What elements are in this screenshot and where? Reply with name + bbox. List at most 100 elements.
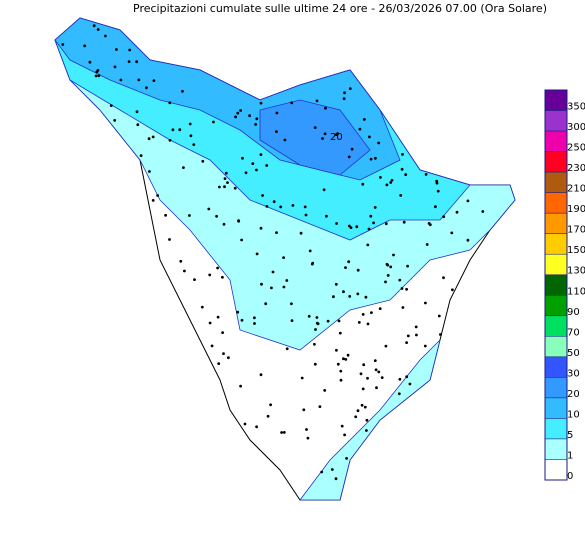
legend-label: 210 bbox=[567, 184, 585, 195]
station-dot bbox=[336, 362, 340, 366]
legend-label: 50 bbox=[567, 348, 580, 359]
station-dot bbox=[347, 155, 351, 159]
station-dot bbox=[97, 74, 101, 78]
station-dot bbox=[193, 278, 196, 281]
station-dot bbox=[303, 205, 307, 209]
station-dot bbox=[255, 252, 259, 256]
station-dot bbox=[208, 321, 212, 325]
station-dot bbox=[315, 99, 319, 103]
legend-swatch bbox=[544, 438, 568, 460]
station-dot bbox=[272, 200, 276, 204]
station-dot bbox=[218, 185, 221, 189]
station-dot bbox=[239, 384, 243, 388]
stations bbox=[61, 24, 485, 481]
station-dot bbox=[424, 301, 427, 305]
station-dot bbox=[240, 318, 244, 322]
station-dot bbox=[253, 316, 256, 320]
contour-label: 20 bbox=[330, 132, 343, 143]
station-dot bbox=[389, 265, 393, 269]
station-dot bbox=[305, 428, 308, 431]
legend-swatch bbox=[544, 274, 568, 296]
station-dot bbox=[145, 86, 148, 90]
station-dot bbox=[271, 270, 275, 274]
station-dot bbox=[109, 104, 113, 107]
legend-label: 90 bbox=[567, 307, 580, 318]
station-dot bbox=[236, 111, 240, 115]
legend-swatch bbox=[544, 397, 568, 419]
station-dot bbox=[92, 24, 96, 28]
station-dot bbox=[222, 352, 225, 355]
station-dot bbox=[365, 418, 369, 422]
station-dot bbox=[285, 347, 289, 351]
station-dot bbox=[94, 74, 98, 78]
legend-label: 10 bbox=[567, 409, 580, 420]
legend-label: 250 bbox=[567, 143, 585, 154]
station-dot bbox=[283, 138, 287, 142]
station-dot bbox=[338, 331, 342, 335]
station-dot bbox=[346, 353, 350, 357]
station-dot bbox=[357, 321, 361, 324]
station-dot bbox=[227, 356, 230, 360]
station-dot bbox=[339, 369, 343, 373]
station-dot bbox=[265, 164, 269, 167]
station-dot bbox=[221, 331, 225, 334]
station-dot bbox=[334, 477, 338, 481]
station-dot bbox=[270, 286, 273, 290]
station-dot bbox=[380, 376, 384, 379]
map: 20 bbox=[54, 17, 516, 501]
station-dot bbox=[275, 111, 279, 115]
station-dot bbox=[361, 182, 365, 186]
station-dot bbox=[374, 368, 378, 372]
station-dot bbox=[414, 325, 418, 329]
station-dot bbox=[436, 189, 440, 193]
station-dot bbox=[358, 127, 362, 131]
station-dot bbox=[306, 436, 310, 440]
legend-label: 0 bbox=[567, 471, 573, 482]
station-dot bbox=[266, 414, 270, 418]
station-dot bbox=[313, 342, 316, 346]
station-dot bbox=[425, 243, 429, 246]
station-dot bbox=[356, 409, 360, 413]
station-dot bbox=[275, 130, 278, 134]
station-dot bbox=[384, 344, 388, 348]
station-dot bbox=[377, 141, 381, 145]
legend-label: 70 bbox=[567, 327, 580, 338]
station-dot bbox=[136, 123, 140, 127]
station-dot bbox=[243, 422, 247, 426]
station-dot bbox=[212, 120, 215, 124]
station-dot bbox=[290, 302, 293, 306]
station-dot bbox=[207, 207, 211, 211]
station-dot bbox=[370, 311, 373, 314]
station-dot bbox=[330, 468, 334, 471]
station-dot bbox=[244, 171, 248, 175]
legend-swatch bbox=[544, 459, 568, 481]
station-dot bbox=[222, 222, 226, 226]
station-dot bbox=[135, 110, 139, 114]
station-dot bbox=[451, 288, 454, 292]
station-dot bbox=[367, 227, 371, 231]
station-dot bbox=[397, 392, 401, 396]
legend-label: 300 bbox=[567, 122, 585, 133]
station-dot bbox=[374, 156, 377, 160]
station-dot bbox=[335, 348, 338, 352]
station-dot bbox=[302, 408, 306, 412]
station-dot bbox=[466, 199, 470, 203]
legend-label: 110 bbox=[567, 286, 585, 297]
station-dot bbox=[402, 220, 406, 224]
station-dot bbox=[366, 322, 370, 326]
station-dot bbox=[405, 341, 408, 344]
station-dot bbox=[392, 253, 395, 257]
station-dot bbox=[337, 319, 341, 323]
station-dot bbox=[282, 256, 285, 259]
station-dot bbox=[151, 199, 155, 202]
station-dot bbox=[290, 319, 294, 322]
station-dot bbox=[324, 106, 327, 110]
legend-swatch bbox=[544, 110, 568, 132]
station-dot bbox=[282, 285, 286, 289]
legend-swatch bbox=[544, 295, 568, 317]
station-dot bbox=[368, 135, 371, 139]
station-dot bbox=[201, 159, 205, 163]
station-dot bbox=[96, 69, 100, 72]
station-dot bbox=[259, 153, 263, 157]
station-dot bbox=[168, 138, 172, 142]
